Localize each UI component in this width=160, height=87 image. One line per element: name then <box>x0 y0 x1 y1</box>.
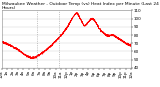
Text: Milwaukee Weather - Outdoor Temp (vs) Heat Index per Minute (Last 24 Hours): Milwaukee Weather - Outdoor Temp (vs) He… <box>2 2 158 10</box>
